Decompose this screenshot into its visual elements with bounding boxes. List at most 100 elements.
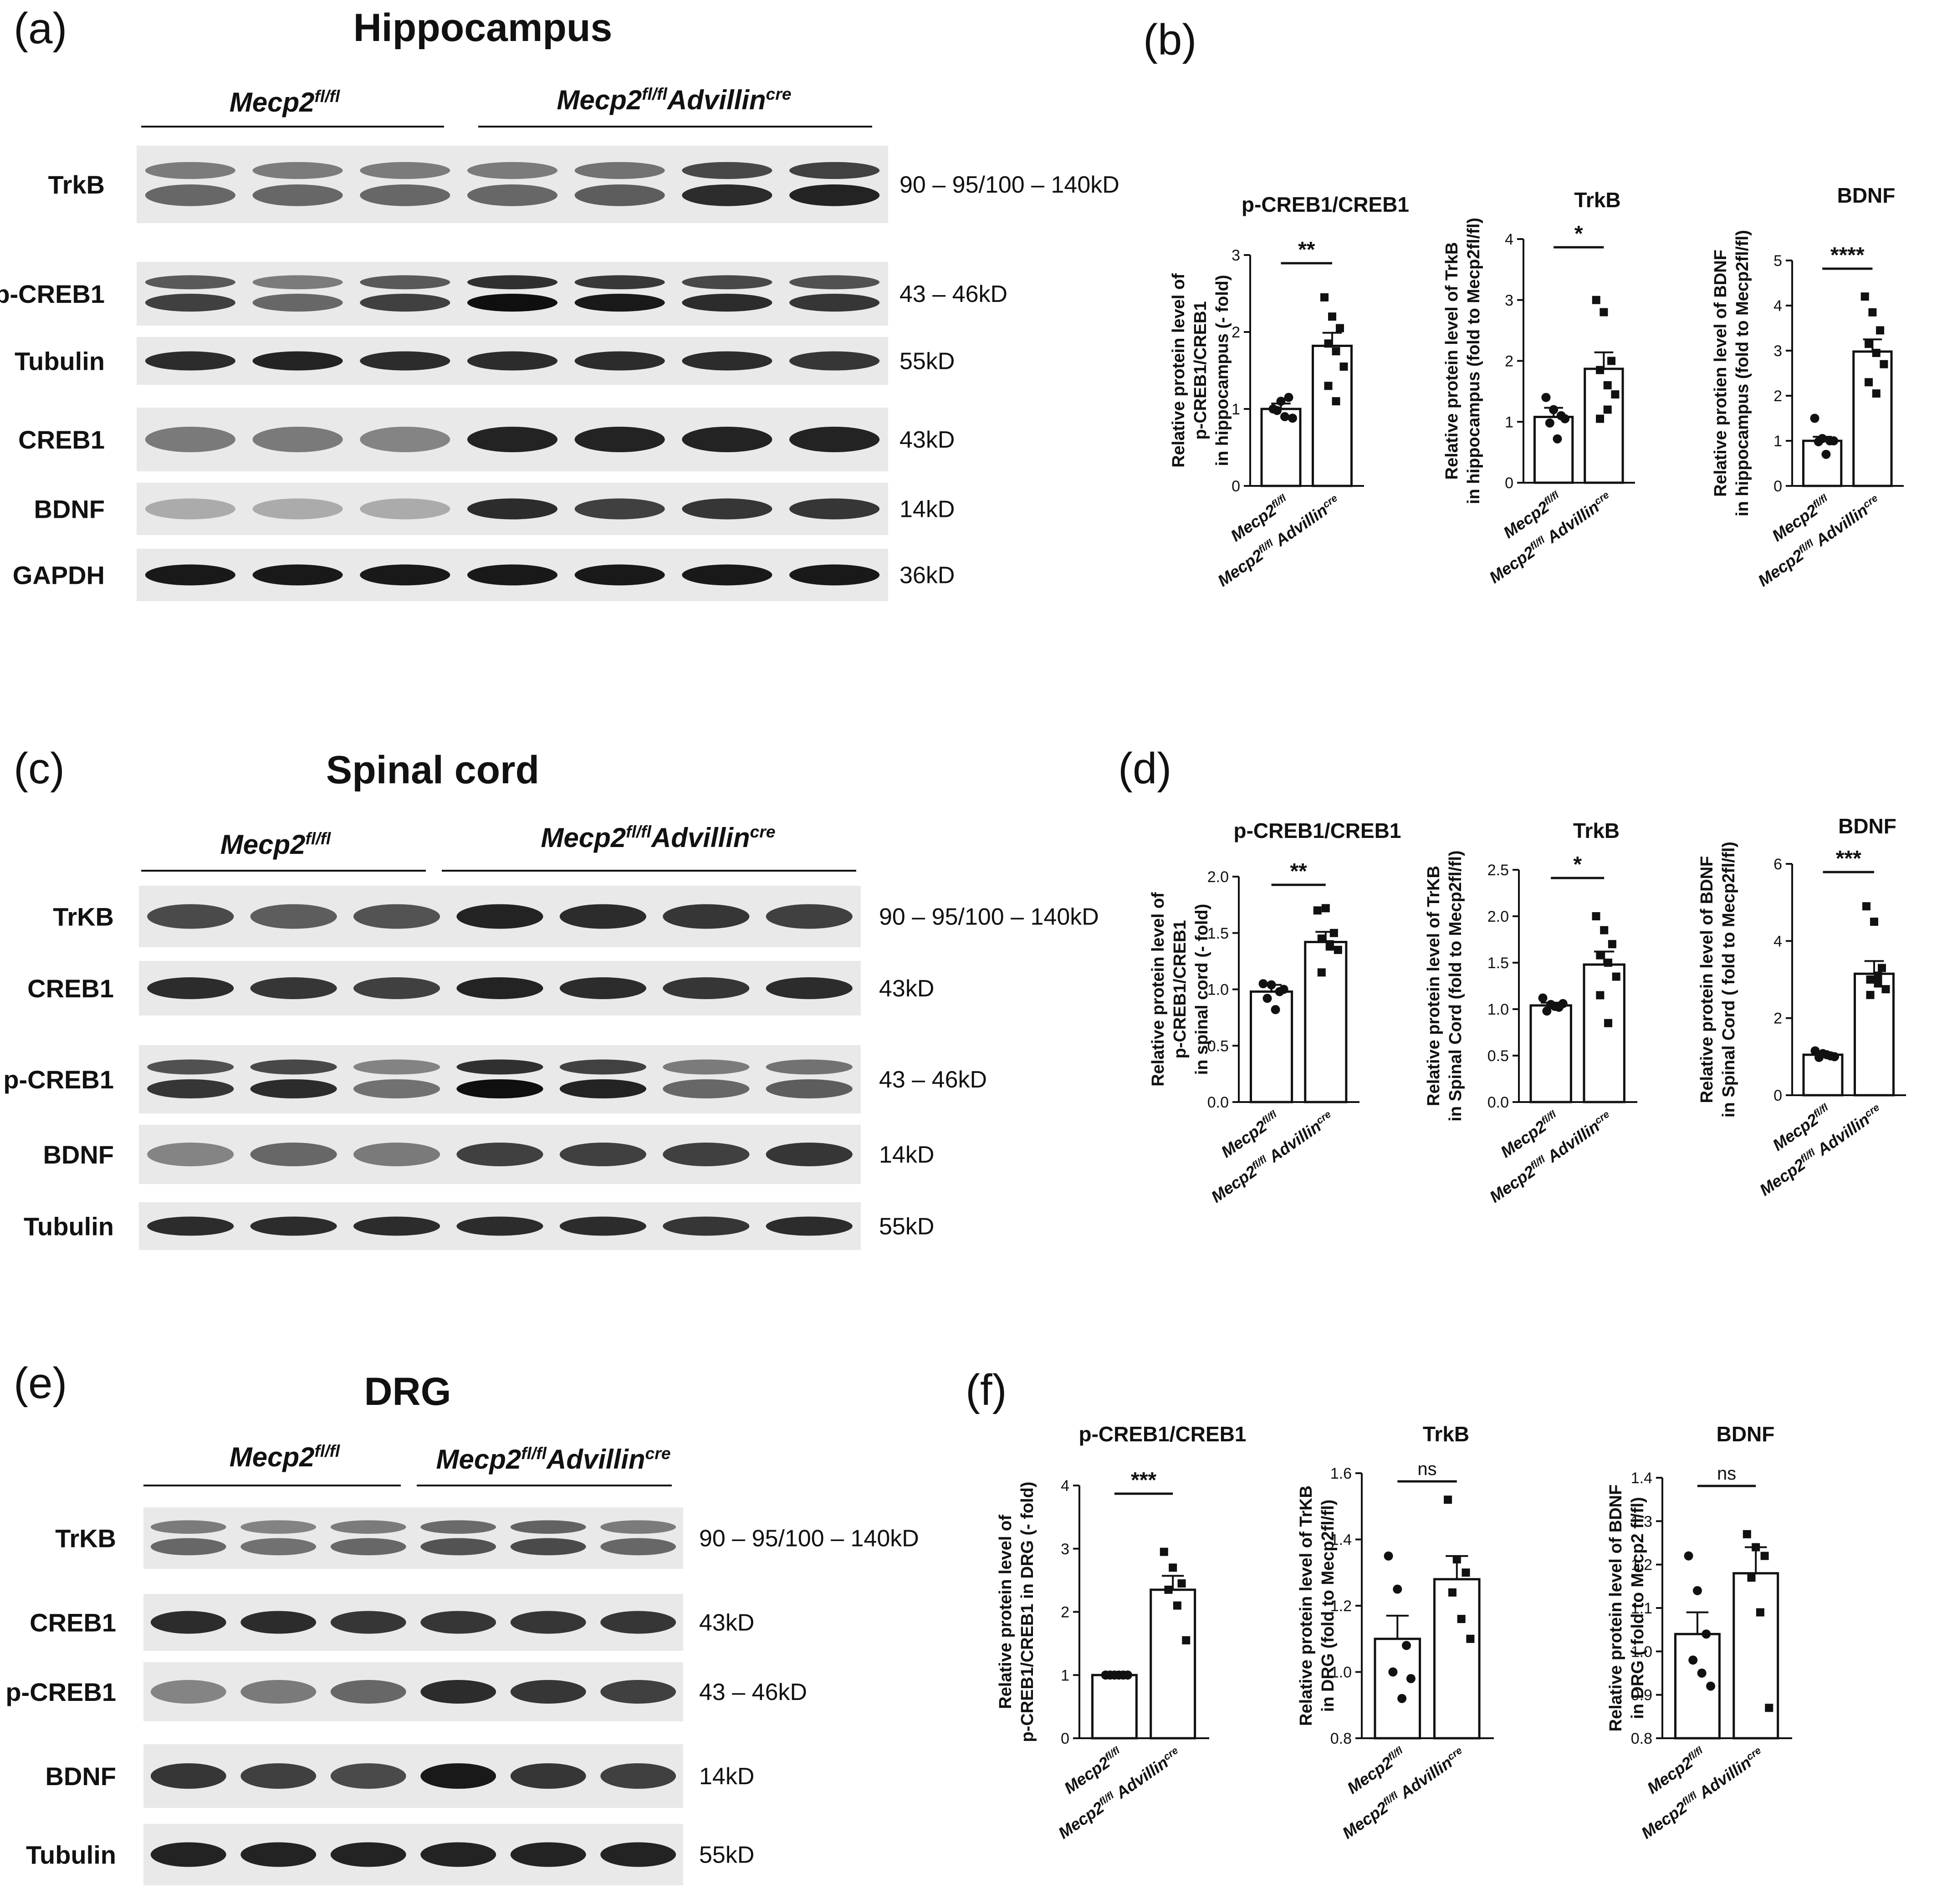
panel-letter: (d) (1118, 744, 1171, 793)
blot-band (360, 564, 450, 586)
blot-row-bdnf: BDNF 14kD (34, 483, 955, 535)
data-point (1538, 993, 1548, 1003)
chart-d-3: BDNF 0 2 4 6 Relative protein level of BDNF in… (1697, 814, 1906, 1200)
data-point (1336, 324, 1344, 332)
data-point (1765, 1704, 1773, 1712)
y-tick-label: 1.5 (1487, 955, 1509, 972)
y-tick-label: 3 (1232, 247, 1240, 264)
group-label-control: Mecp2fl/fl (230, 1441, 340, 1472)
data-point (1881, 985, 1890, 994)
data-point (1448, 1588, 1456, 1597)
y-tick-label: 2.0 (1207, 868, 1229, 886)
data-point (1611, 390, 1620, 399)
blot-row-trkb: TrKB 90 – 95/100 – 140kD (55, 1507, 919, 1569)
blot-band (510, 1763, 586, 1789)
data-point (1697, 1669, 1707, 1678)
blot-band-upper (150, 1520, 226, 1534)
y-tick-label: 0.5 (1487, 1047, 1509, 1065)
data-point (1607, 357, 1616, 365)
group-label-knockout: Mecp2fl/flAdvillincre (541, 822, 775, 853)
blot-band (456, 1216, 543, 1236)
y-tick-label: 2 (1061, 1604, 1069, 1621)
blot-band (150, 1680, 226, 1704)
blot-row-p-creb1: p-CREB1 43 – 46kD (0, 262, 1007, 326)
y-tick-label: 2.5 (1487, 862, 1509, 879)
data-point (1105, 1670, 1115, 1680)
y-tick-label: 2 (1505, 353, 1513, 370)
gel-strip (143, 1662, 683, 1721)
data-point (1402, 1641, 1411, 1650)
blot-label: BDNF (43, 1140, 114, 1169)
blot-band (150, 1842, 226, 1867)
y-tick-label: 1 (1505, 413, 1513, 431)
blot-band (789, 498, 880, 520)
blot-band (663, 904, 750, 929)
data-point (1384, 1551, 1393, 1561)
blot-band (663, 1143, 750, 1166)
data-point (1603, 381, 1612, 389)
blot-band (574, 564, 665, 586)
blot-label: TrKB (55, 1524, 116, 1553)
blot-band (559, 977, 647, 999)
y-tick-label: 4 (1773, 933, 1782, 950)
group-label-control: Mecp2fl/fl (220, 829, 331, 860)
blot-band-upper (663, 1059, 750, 1075)
blot-row-p-creb1: p-CREB1 43 – 46kD (3, 1045, 987, 1113)
blot-band (147, 1143, 234, 1166)
blot-band-upper (467, 162, 557, 179)
blot-band (456, 904, 543, 929)
panel-letter: (f) (966, 1366, 1007, 1414)
chart-f-1: p-CREB1/CREB1 0 1 2 3 4 Relative protein level… (996, 1422, 1247, 1843)
data-point (1878, 964, 1886, 972)
data-point (1182, 1636, 1191, 1644)
significance-label: * (1573, 852, 1582, 877)
blot-band (250, 1143, 337, 1166)
significance-label: ** (1290, 859, 1307, 883)
blot-label: Tubulin (15, 347, 105, 376)
blot-band-upper (574, 275, 665, 290)
y-tick-label: 4 (1773, 297, 1782, 315)
data-point (1444, 1496, 1452, 1504)
bar (1374, 1638, 1421, 1740)
y-tick-label: 0 (1773, 478, 1782, 495)
blot-band (663, 977, 750, 999)
data-point (1756, 1608, 1764, 1617)
blot-band (353, 1216, 440, 1236)
blot-band-upper (682, 162, 772, 179)
y-axis-label: in hippocampus (- fold) (1213, 275, 1232, 466)
blot-band (330, 1611, 406, 1634)
blot-band (467, 294, 557, 312)
blot-row-tubulin: Tubulin 55kD (15, 337, 955, 385)
blot-band (252, 498, 343, 520)
blot-band-upper (360, 162, 450, 179)
data-point (1870, 918, 1878, 926)
blot-row-bdnf: BDNF 14kD (45, 1744, 754, 1808)
blot-band (360, 184, 450, 206)
blot-band (250, 1079, 337, 1098)
significance-label: ns (1417, 1459, 1436, 1479)
data-point (1558, 999, 1568, 1008)
y-axis-label: in Spinal Cord ( fold to Mecp2fl/fl) (1719, 842, 1738, 1118)
y-axis-label: Relative protein level of (1169, 273, 1188, 468)
molecular-weight: 36kD (899, 562, 955, 589)
blot-band (360, 427, 450, 452)
data-point (1747, 1573, 1756, 1582)
blot-band (682, 184, 772, 206)
blot-label: BDNF (34, 495, 105, 524)
blot-band-upper (145, 275, 235, 290)
blot-band (510, 1538, 586, 1556)
data-point (1542, 1006, 1552, 1016)
blot-band (766, 977, 853, 999)
data-point (1258, 979, 1268, 989)
blot-band (252, 184, 343, 206)
y-axis-label: p-CREB1/CREB1 (1170, 920, 1190, 1058)
blot-band (510, 1842, 586, 1867)
data-point (1545, 418, 1554, 428)
blot-band-upper (252, 162, 343, 179)
data-point (1600, 308, 1608, 316)
molecular-weight: 43kD (899, 427, 955, 453)
data-point (1313, 906, 1322, 915)
y-tick-label: 0 (1061, 1730, 1069, 1747)
molecular-weight: 55kD (899, 348, 955, 375)
blot-band-upper (353, 1059, 440, 1075)
